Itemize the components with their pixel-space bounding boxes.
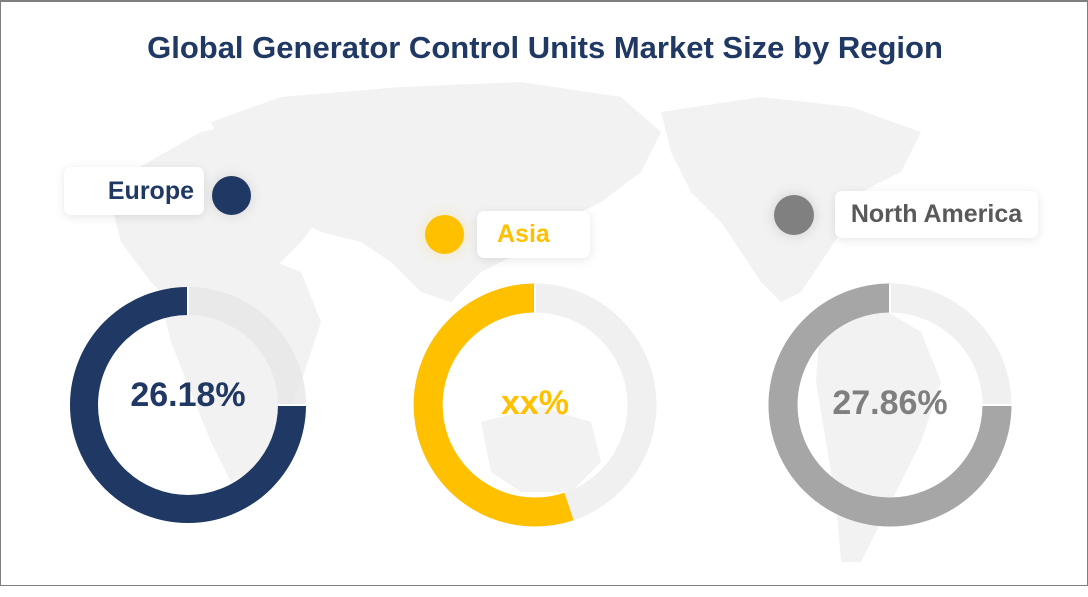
asia-marker-dot: [425, 215, 464, 254]
legend-europe: Europe: [64, 167, 204, 215]
north-america-donut: [768, 283, 1012, 527]
europe-percentage: 26.18%: [130, 376, 246, 414]
north-america-percentage: 27.86%: [832, 384, 948, 422]
legend-europe-label: Europe: [107, 176, 194, 205]
legend-asia: Asia: [477, 211, 590, 258]
north-america-marker-dot: [774, 195, 814, 235]
europe-donut: [70, 287, 306, 523]
asia-donut: [413, 283, 657, 527]
europe-marker-dot: [212, 176, 251, 215]
legend-north-america: North America: [835, 191, 1038, 238]
chart-title: Global Generator Control Units Market Si…: [147, 30, 943, 65]
legend-asia-label: Asia: [497, 220, 550, 248]
legend-north-america-label: North America: [850, 200, 1023, 228]
asia-percentage: xx%: [500, 384, 570, 422]
